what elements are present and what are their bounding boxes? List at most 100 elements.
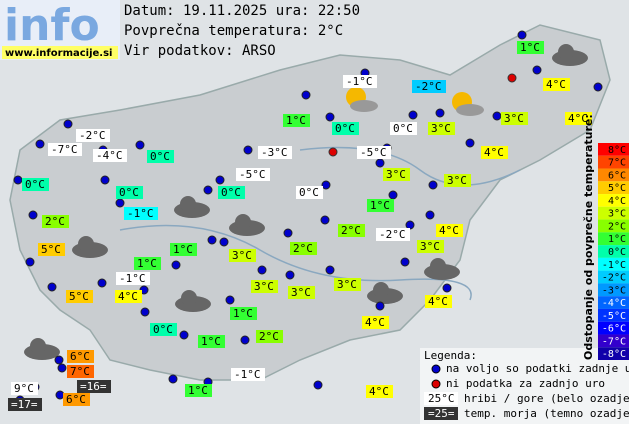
station-label: 1°C — [286, 114, 306, 127]
legend-missing: ni podatka za zadnjo uro — [446, 377, 605, 390]
station-label-bg — [150, 323, 177, 336]
station-label: 0°C — [335, 122, 355, 135]
station-label-bg — [436, 224, 463, 237]
station-dot — [207, 235, 217, 245]
scale-label: 7°C — [608, 158, 626, 169]
station-label: -1°C — [346, 75, 373, 88]
station-label-bg — [332, 122, 359, 135]
station-label: 2°C — [259, 330, 279, 343]
scale-label: 8°C — [608, 145, 626, 156]
scale-label: 4°C — [608, 196, 626, 207]
station-dot — [57, 363, 67, 373]
station-dot — [301, 90, 311, 100]
legend-sea-text: temp. morja (temno ozadje) — [464, 407, 629, 420]
scale-swatch — [598, 245, 629, 258]
station-dot — [532, 65, 542, 75]
station-label: 0°C — [119, 186, 139, 199]
station-label-bg — [185, 384, 212, 397]
station-dot — [492, 111, 502, 121]
scale-label: -4°C — [602, 298, 626, 309]
scale-swatch — [598, 168, 629, 182]
station-label: 1°C — [188, 384, 208, 397]
station-dot — [63, 119, 73, 129]
station-label-bg — [288, 286, 315, 299]
station-label: -1°C — [234, 368, 261, 381]
station-label: 3°C — [447, 174, 467, 187]
url[interactable]: www.informacije.si — [5, 48, 113, 59]
station-dot — [54, 355, 64, 365]
station-label: 6°C — [66, 393, 86, 406]
station-label: -7°C — [51, 143, 78, 156]
station-label: 6°C — [70, 350, 90, 363]
station-label: 0°C — [153, 323, 173, 336]
river — [119, 224, 472, 301]
scale-label: -2°C — [602, 273, 626, 284]
scale-swatch — [598, 232, 629, 246]
station-dot — [435, 108, 445, 118]
station-dot — [375, 158, 385, 168]
station-label-bg — [251, 280, 278, 293]
station-label-bg — [543, 78, 570, 91]
legend-available: na voljo so podatki zadnje ure — [446, 362, 629, 375]
station-label-bg — [93, 149, 127, 162]
station-label: 1°C — [173, 243, 193, 256]
station-label: 3°C — [337, 278, 357, 291]
station-label: -5°C — [239, 168, 266, 181]
station-label: -2°C — [379, 228, 406, 241]
station-label: -2°C — [79, 129, 106, 142]
station-dot — [28, 210, 38, 220]
station-label: 4°C — [369, 385, 389, 398]
station-label-bg — [236, 168, 270, 181]
station-dot — [517, 30, 527, 40]
stations: 1°C4°C-1°C -2°C1°C0°C 0°C 3°C3°C 4°C-2°C-7°C… — [8, 30, 603, 411]
station-label: =17= — [11, 398, 38, 411]
station-label-bg — [77, 380, 111, 393]
scale-label: 6°C — [608, 170, 626, 181]
scale-swatch — [598, 334, 629, 348]
station-label: -4°C — [96, 149, 123, 162]
station-label-bg — [231, 368, 265, 381]
scale-swatch — [598, 283, 629, 297]
weather-icons — [24, 44, 588, 360]
station-label-bg — [229, 249, 256, 262]
station-dot — [140, 307, 150, 317]
station-label-bg — [11, 382, 38, 395]
scale-swatch — [598, 181, 629, 195]
station-label: 5°C — [69, 290, 89, 303]
legend-dot — [431, 379, 441, 389]
station-dot — [55, 390, 65, 400]
station-label-bg — [147, 150, 174, 163]
scale-label: 5°C — [608, 183, 626, 194]
legend: Legenda: na voljo so podatki zadnje ure … — [420, 348, 629, 424]
station-label-bg — [48, 143, 82, 156]
scale-label: -5°C — [602, 311, 626, 322]
station-label: 5°C — [41, 243, 61, 256]
station-label: 4°C — [484, 146, 504, 159]
station-label-bg — [338, 224, 365, 237]
station-dot — [400, 257, 410, 267]
scale-swatch — [598, 219, 629, 233]
scale-swatch — [598, 347, 629, 360]
station-missing — [328, 147, 338, 157]
station-dot — [425, 210, 435, 220]
station-dot — [225, 295, 235, 305]
station-label-bg — [367, 199, 394, 212]
station-label-bg — [296, 186, 323, 199]
station-label-bg — [565, 112, 592, 125]
station-dot — [97, 278, 107, 288]
station-label-bg — [67, 365, 94, 378]
legend-sea-sample: =25= — [428, 407, 455, 420]
station-label-bg — [67, 350, 94, 363]
station-label-bg — [428, 122, 455, 135]
station-label-bg — [383, 168, 410, 181]
legend-dot — [431, 364, 441, 374]
station-dot — [240, 335, 250, 345]
station-label-bg — [412, 80, 446, 93]
scale-swatch — [598, 296, 629, 309]
station-dot — [388, 190, 398, 200]
scale-label: 0°C — [608, 247, 626, 258]
station-label: 1°C — [370, 199, 390, 212]
station-label-bg — [517, 41, 544, 54]
station-label: 0°C — [393, 122, 413, 135]
